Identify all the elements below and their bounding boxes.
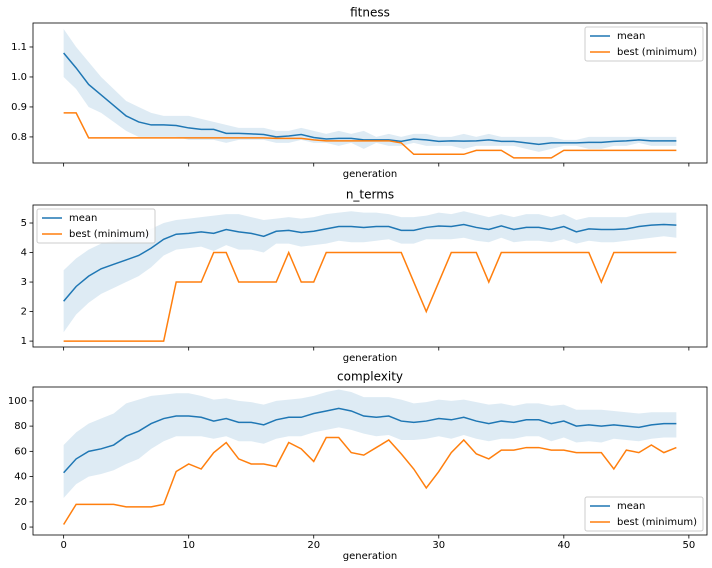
y-tick-label: 3 — [21, 277, 27, 288]
legend-label: mean — [617, 31, 645, 42]
y-tick-label: 100 — [8, 396, 27, 407]
y-tick-label: 60 — [14, 446, 27, 457]
y-tick-label: 1.1 — [11, 42, 27, 53]
x-axis-label: generation — [343, 551, 397, 562]
series-line — [63, 112, 677, 159]
y-tick-label: 0.9 — [11, 102, 27, 113]
y-tick-label: 1 — [21, 336, 27, 347]
series-line — [62, 436, 677, 525]
series-line — [63, 223, 677, 302]
legend-label: mean — [617, 501, 645, 512]
axes-frame — [32, 22, 708, 164]
axes-frame — [32, 204, 708, 348]
legend-label: mean — [69, 213, 97, 224]
axes-frame — [32, 386, 708, 536]
subplot-title: fitness — [350, 6, 390, 20]
y-tick-label: 80 — [14, 421, 27, 432]
x-tick-label: 40 — [557, 540, 570, 551]
subplot-title: complexity — [337, 370, 403, 384]
y-tick-label: 1.0 — [11, 72, 27, 83]
spread-band — [63, 211, 677, 333]
y-tick-label: 40 — [14, 472, 27, 483]
subplot-title: n_terms — [346, 188, 394, 202]
x-tick-label: 50 — [683, 540, 696, 551]
series-line — [63, 250, 677, 342]
y-tick-label: 0.8 — [11, 132, 27, 143]
y-tick-label: 5 — [21, 218, 27, 229]
legend-box — [584, 26, 704, 62]
x-tick-label: 0 — [60, 540, 66, 551]
spread-band — [63, 389, 677, 499]
legend-label: best (minimum) — [617, 517, 697, 528]
x-tick-label: 30 — [432, 540, 445, 551]
y-tick-label: 20 — [14, 497, 27, 508]
x-axis-label: generation — [343, 169, 397, 180]
x-axis-label: generation — [343, 353, 397, 364]
legend-box — [36, 208, 156, 244]
y-tick-label: 2 — [21, 307, 27, 318]
spread-band — [63, 28, 677, 152]
series-line — [63, 407, 677, 474]
y-tick-label: 0 — [21, 522, 27, 533]
series-line — [63, 52, 677, 146]
y-tick-label: 4 — [21, 248, 27, 259]
legend-label: best (minimum) — [617, 47, 697, 58]
x-tick-label: 20 — [307, 540, 320, 551]
legend-label: best (minimum) — [69, 229, 149, 240]
legend-box — [584, 496, 704, 532]
x-tick-label: 10 — [182, 540, 195, 551]
